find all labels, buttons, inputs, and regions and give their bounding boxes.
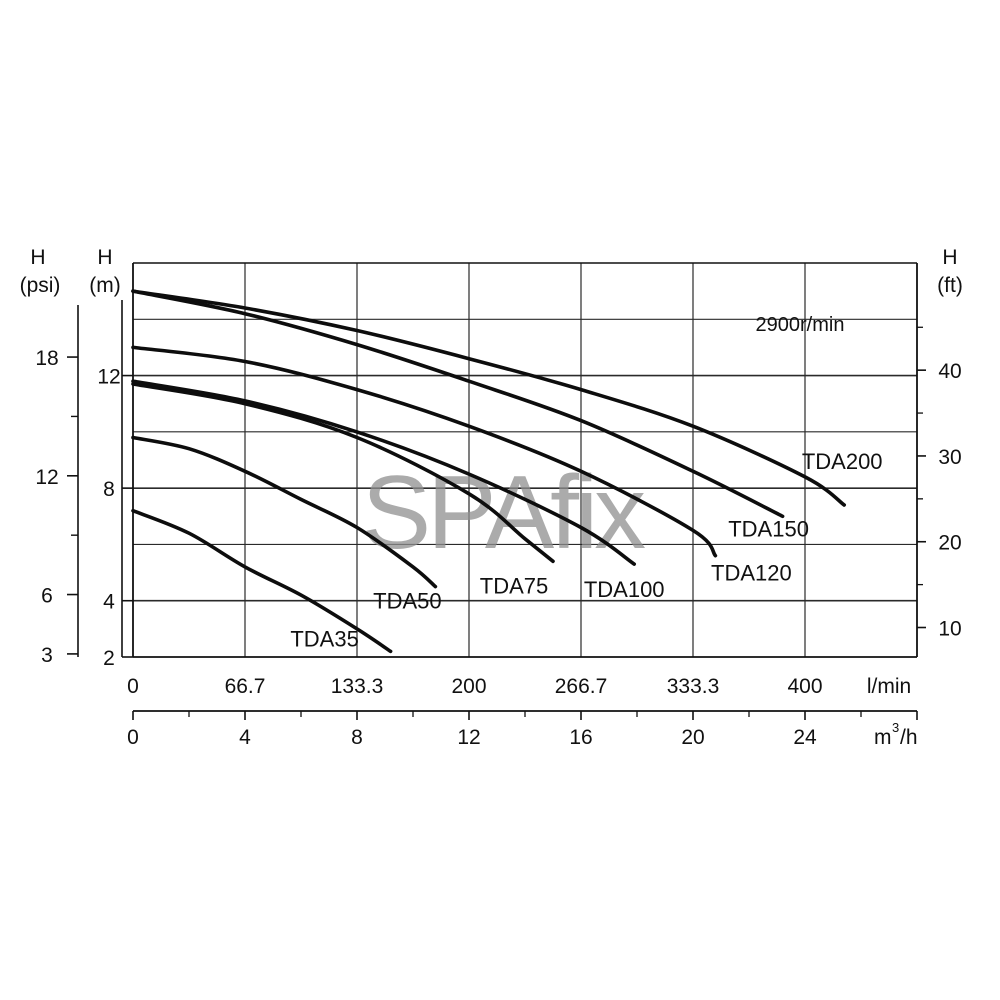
y-tick-label-psi: 12 xyxy=(35,466,58,489)
series-line-tda35 xyxy=(131,508,393,654)
y-tick-label-ft: 20 xyxy=(938,532,961,555)
series-label-tda35: TDA35 xyxy=(290,626,358,651)
y-axis-psi-unit: (psi) xyxy=(20,274,61,297)
series-label-tda200: TDA200 xyxy=(802,449,883,474)
series-line-tda200 xyxy=(131,289,846,507)
series-line-tda75 xyxy=(131,382,555,564)
x-tick-label-lmin: 0 xyxy=(127,675,139,698)
y-tick-label-psi: 18 xyxy=(35,347,58,370)
series-line-tda150 xyxy=(131,289,785,519)
x-axis-lmin-unit: l/min xyxy=(867,675,911,698)
x-tick-label-m3h: 24 xyxy=(793,726,817,749)
y-tick-label-ft: 40 xyxy=(938,360,961,383)
y-axis-psi-label: H xyxy=(30,246,45,269)
y-tick-label-psi: 3 xyxy=(41,644,53,667)
x-tick-label-m3h: 16 xyxy=(569,726,592,749)
series-label-tda100: TDA100 xyxy=(584,577,665,602)
y-axis-m-unit: (m) xyxy=(89,274,120,297)
x-axis-m3h-unit-exponent: 3 xyxy=(892,720,899,735)
speed-annotation: 2900r/min xyxy=(756,314,845,336)
series-line-tda50 xyxy=(131,435,438,589)
x-tick-label-m3h: 4 xyxy=(239,726,251,749)
y-tick-label-m: 12 xyxy=(97,366,120,389)
x-tick-label-lmin: 66.7 xyxy=(225,675,266,698)
x-tick-label-m3h: 0 xyxy=(127,726,139,749)
x-tick-label-lmin: 333.3 xyxy=(667,675,720,698)
y-axis-ft-label: H xyxy=(942,246,957,269)
y-tick-label-m: 8 xyxy=(103,478,115,501)
x-tick-label-m3h: 12 xyxy=(457,726,480,749)
x-tick-label-lmin: 400 xyxy=(787,675,822,698)
x-tick-label-lmin: 133.3 xyxy=(331,675,384,698)
series-label-tda120: TDA120 xyxy=(711,561,792,586)
x-tick-label-m3h: 8 xyxy=(351,726,363,749)
series-line-tda120 xyxy=(131,345,718,558)
series-label-tda150: TDA150 xyxy=(728,516,809,541)
series-label-tda50: TDA50 xyxy=(373,589,441,614)
y-tick-label-ft: 10 xyxy=(938,618,961,641)
x-tick-label-lmin: 200 xyxy=(451,675,486,698)
y-tick-label-m: 4 xyxy=(103,591,115,614)
x-axis-m3h-unit-tail: /h xyxy=(900,726,918,749)
series-line-tda100 xyxy=(131,379,636,566)
y-axis-m-label: H xyxy=(97,246,112,269)
watermark: SPAfix xyxy=(362,455,645,571)
y-tick-label-psi: 6 xyxy=(41,585,53,608)
x-axis-m3h-unit: m xyxy=(874,726,892,749)
series-label-tda75: TDA75 xyxy=(480,573,548,598)
x-tick-label-m3h: 20 xyxy=(681,726,704,749)
labels: TDA35 TDA50 TDA75 TDA100 TDA120 TDA150 TDA200 xyxy=(290,449,882,651)
y-tick-label-m: 2 xyxy=(103,647,115,670)
pump-curves xyxy=(131,289,846,654)
y-tick-label-ft: 30 xyxy=(938,446,961,469)
x-tick-label-lmin: 266.7 xyxy=(555,675,608,698)
y-axis-ft-unit: (ft) xyxy=(937,274,963,297)
